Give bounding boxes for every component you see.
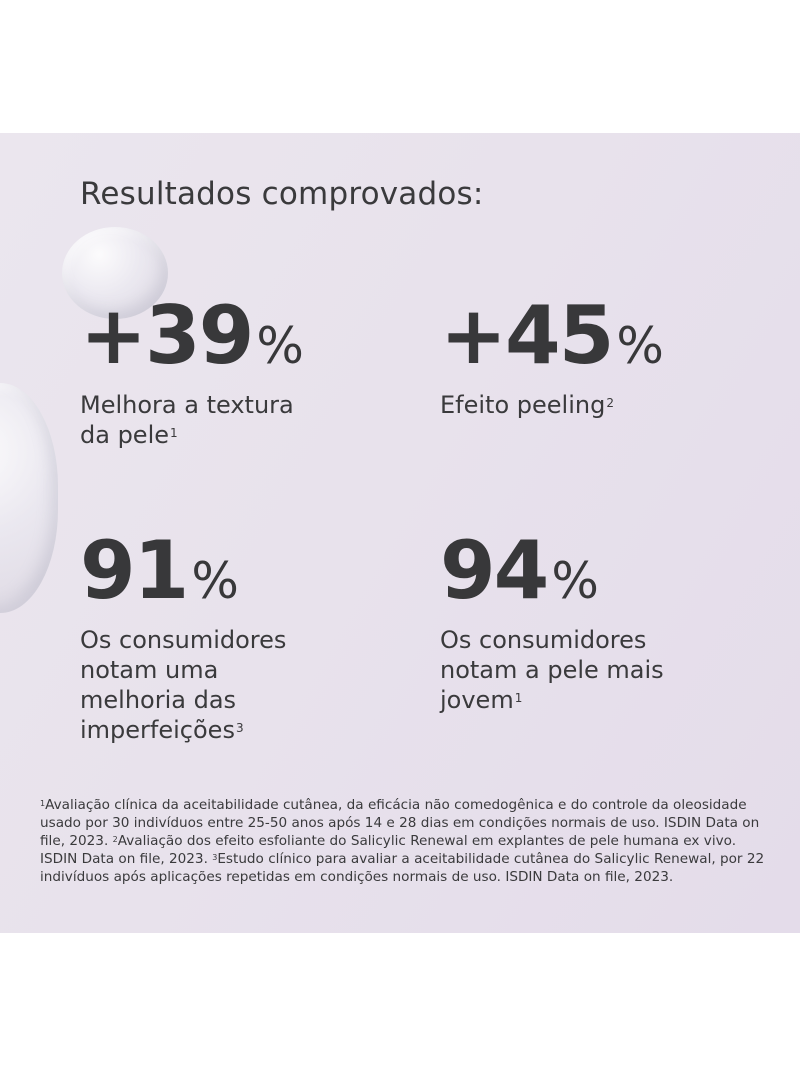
- stat-figure: 94%: [440, 531, 664, 611]
- footnote-ref: 1: [514, 691, 523, 705]
- footnote-text: Avaliação dos efeito esfoliante do Salic…: [40, 833, 737, 867]
- stat-description-line: melhoria das: [80, 686, 237, 714]
- stat-figure: +39%: [80, 296, 304, 376]
- stat-figure: +45%: [440, 296, 664, 376]
- stat-description-line: Melhora a textura: [80, 391, 294, 419]
- stat-description-line: notam a pele mais: [440, 656, 664, 684]
- stat-texture: +39% Melhora a textura da pele1: [80, 296, 304, 450]
- stat-description: Efeito peeling2: [440, 390, 664, 420]
- stat-description: Melhora a textura da pele1: [80, 390, 304, 450]
- results-panel: Resultados comprovados: +39% Melhora a t…: [0, 133, 800, 933]
- stat-imperfections: 91% Os consumidores notam uma melhoria d…: [80, 531, 286, 745]
- stat-description-line: Efeito peeling2: [440, 390, 664, 420]
- page-title: Resultados comprovados:: [80, 176, 484, 212]
- stat-value: 94: [440, 524, 549, 617]
- stat-unit: %: [256, 317, 304, 375]
- stat-value: 91: [80, 524, 189, 617]
- stat-description-line: Os consumidores: [440, 626, 647, 654]
- footnote-text: Avaliação clínica da aceitabilidade cutâ…: [40, 797, 760, 849]
- stat-description-text: da pele: [80, 421, 170, 449]
- footnote-number: 3: [212, 853, 218, 862]
- stat-description-text: jovem: [440, 686, 514, 714]
- footnote-text: Estudo clínico para avaliar a aceitabili…: [40, 851, 765, 885]
- stat-value: +39: [80, 289, 254, 382]
- stat-value: +45: [440, 289, 614, 382]
- stat-unit: %: [191, 552, 239, 610]
- footnote-ref: 1: [170, 426, 178, 440]
- stat-description-line: imperfeições3: [80, 715, 286, 745]
- stat-unit: %: [551, 552, 599, 610]
- water-droplet-image: [62, 227, 168, 319]
- water-droplet-image: [0, 383, 58, 613]
- footnote-number: 2: [112, 835, 118, 844]
- stat-younger-skin: 94% Os consumidores notam a pele mais jo…: [440, 531, 664, 715]
- stat-description-text: imperfeições: [80, 716, 235, 744]
- stat-description-line: Os consumidores: [80, 626, 287, 654]
- stat-description: Os consumidores notam uma melhoria das i…: [80, 625, 286, 745]
- stat-peeling: +45% Efeito peeling2: [440, 296, 664, 420]
- footnote-ref: 2: [606, 396, 614, 410]
- stat-unit: %: [616, 317, 664, 375]
- stat-description-text: Efeito peeling: [440, 391, 606, 419]
- footnote-number: 1: [40, 799, 46, 808]
- stat-figure: 91%: [80, 531, 286, 611]
- stat-description: Os consumidores notam a pele mais jovem1: [440, 625, 664, 715]
- stat-description-line: da pele1: [80, 420, 304, 450]
- stat-description-line: notam uma: [80, 656, 219, 684]
- footnotes: 1Avaliação clínica da aceitabilidade cut…: [40, 796, 765, 886]
- footnote-ref: 3: [235, 721, 244, 735]
- stat-description-line: jovem1: [440, 685, 664, 715]
